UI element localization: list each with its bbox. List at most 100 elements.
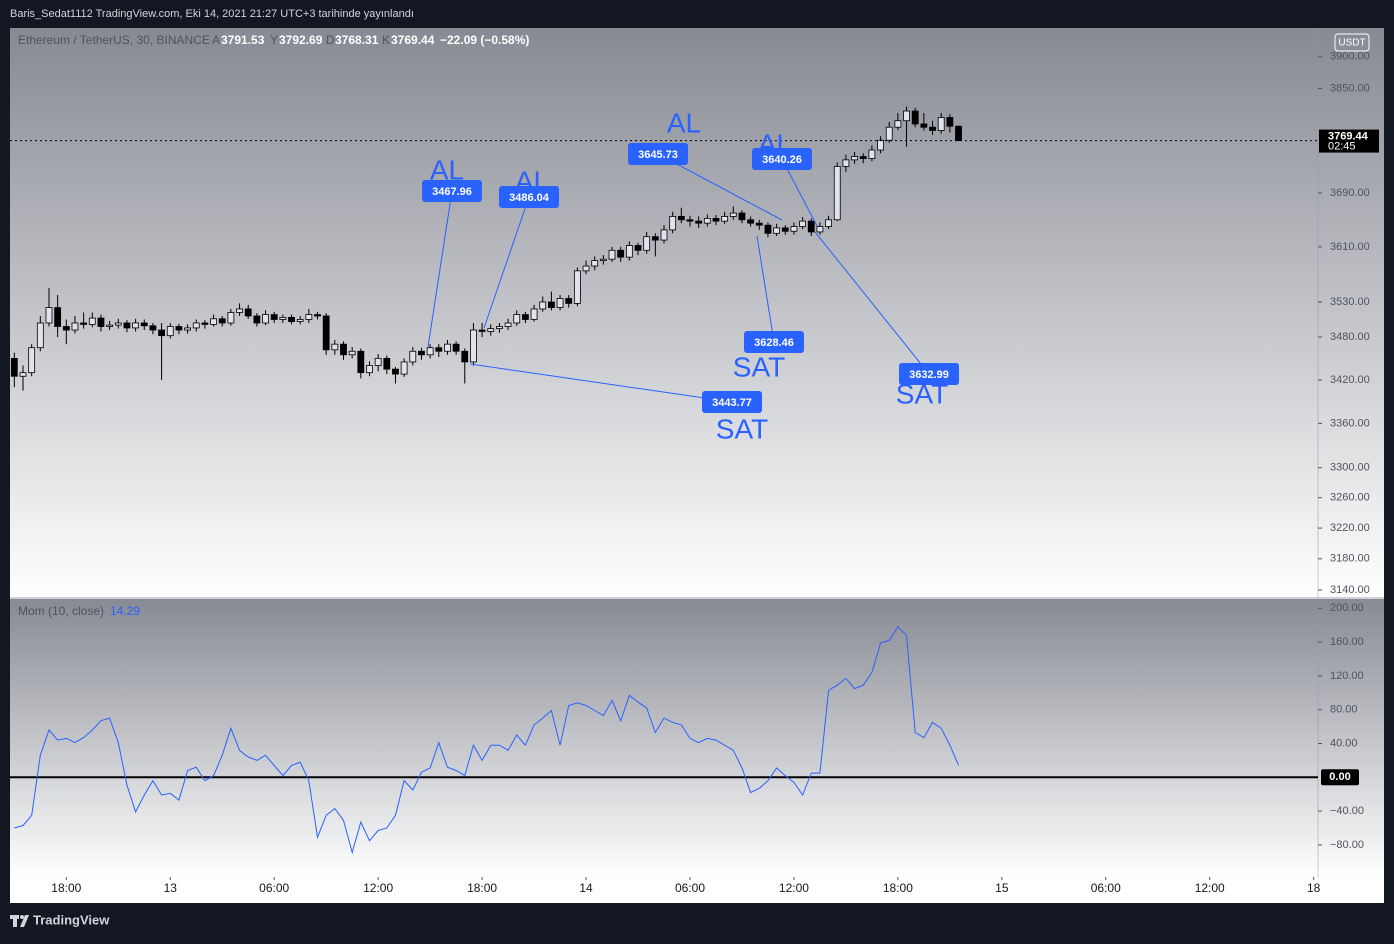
candle-body — [331, 343, 339, 351]
ohlc-label: K — [382, 33, 390, 47]
candle-body — [573, 270, 581, 304]
candle-body — [461, 350, 469, 363]
y-tick-label: 3180.00 — [1330, 553, 1370, 565]
y-tick-label: 3420.00 — [1330, 374, 1370, 386]
y-tick-label: 3530.00 — [1330, 296, 1370, 308]
candle-body — [825, 219, 832, 227]
candle-body — [392, 368, 399, 375]
annotation-signal: SAT — [733, 351, 785, 382]
candle-body — [790, 226, 798, 232]
y-tick-label: 80.00 — [1330, 704, 1358, 716]
x-tick-label: 06:00 — [259, 881, 289, 895]
candle-body — [192, 322, 200, 329]
candle-body — [565, 298, 573, 304]
candle-body — [62, 326, 70, 331]
candle-body — [366, 365, 373, 374]
time-axis — [10, 877, 1384, 903]
candle-body — [660, 229, 668, 241]
annotation-signal: AL — [667, 107, 701, 138]
ohlc-label: Y — [270, 33, 278, 47]
candle-body — [478, 329, 486, 332]
candle-body — [253, 315, 261, 324]
annotation-box — [422, 180, 482, 202]
candle-body — [149, 325, 157, 331]
candle-body — [36, 322, 44, 349]
candle-body — [184, 327, 191, 331]
candle-body — [322, 315, 330, 351]
candle-body — [218, 318, 226, 324]
candle-body — [738, 212, 746, 221]
annotation-price: 3443.77 — [712, 397, 752, 409]
candle-body — [452, 343, 460, 352]
annotation-price: 3632.99 — [909, 369, 949, 381]
zero-label-box — [1321, 769, 1359, 786]
annotation-line — [781, 158, 818, 227]
candle-body — [166, 326, 174, 337]
momentum-line — [14, 626, 959, 855]
y-tick-label: 3260.00 — [1330, 492, 1370, 504]
candle-body — [305, 314, 313, 320]
y-tick-label: −80.00 — [1330, 839, 1364, 851]
candle-body — [244, 308, 252, 317]
candle-body — [929, 126, 936, 131]
currency: USDT — [1338, 38, 1365, 49]
candle-body — [634, 245, 642, 251]
candle-body — [712, 218, 720, 222]
y-tick-label: 3140.00 — [1330, 584, 1370, 596]
ohlc-value: 3791.53 — [221, 33, 265, 47]
candle-body — [911, 110, 919, 125]
candle-body — [470, 329, 477, 363]
candle-body — [539, 301, 547, 310]
plot: 3900.00 3850.00 3690.00 3610.00 3530.00 3480.… — [10, 33, 1379, 895]
x-tick-label: 06:00 — [1091, 881, 1121, 895]
candle-body — [686, 219, 694, 222]
annotation-line — [427, 190, 453, 348]
countdown: 02:45 — [1328, 140, 1356, 152]
annotation-box — [752, 148, 812, 170]
candle-body — [877, 139, 884, 151]
candle-body — [556, 298, 564, 308]
candle-body — [833, 166, 841, 221]
candle-body — [270, 314, 278, 320]
candle-body — [859, 156, 867, 159]
ohlc-label: A — [212, 33, 220, 47]
candle-body — [885, 126, 893, 141]
candle-body — [504, 322, 512, 327]
candle-body — [400, 361, 408, 375]
candle-body — [946, 117, 954, 127]
annotation-price: 3640.26 — [762, 154, 802, 166]
candle-body — [703, 218, 711, 224]
price-pane — [10, 28, 1384, 598]
change: −22.09 (−0.58%) — [440, 33, 529, 47]
y-tick-label: 3300.00 — [1330, 462, 1370, 474]
x-tick-label: 18 — [1307, 881, 1321, 895]
candle-body — [28, 347, 36, 374]
candle-body — [279, 316, 287, 320]
candle-body — [201, 322, 209, 325]
candle-body — [357, 350, 365, 374]
candle-body — [80, 322, 88, 325]
candle-body — [409, 350, 417, 363]
candle-body — [816, 226, 824, 233]
candle-body — [314, 314, 321, 317]
last-price-box — [1319, 129, 1379, 153]
annotation-box — [702, 391, 762, 413]
candle-body — [435, 347, 443, 352]
candle-body — [695, 220, 703, 224]
candle-body — [236, 308, 243, 313]
x-tick-label: 18:00 — [467, 881, 497, 895]
annotation-line — [483, 196, 530, 329]
candle-body — [383, 357, 391, 370]
candle-body — [669, 216, 677, 231]
candle-body — [54, 307, 62, 327]
candle-body — [729, 212, 737, 217]
page-title: Baris_Sedat1112 TradingView.com, Eki 14,… — [10, 8, 414, 20]
candle-body — [781, 227, 789, 232]
candle-body — [348, 350, 356, 356]
y-tick-label: 3900.00 — [1330, 51, 1370, 63]
candle-body — [10, 357, 18, 377]
x-tick-label: 13 — [164, 881, 178, 895]
candle-body — [747, 219, 755, 224]
candle-body — [591, 260, 599, 267]
